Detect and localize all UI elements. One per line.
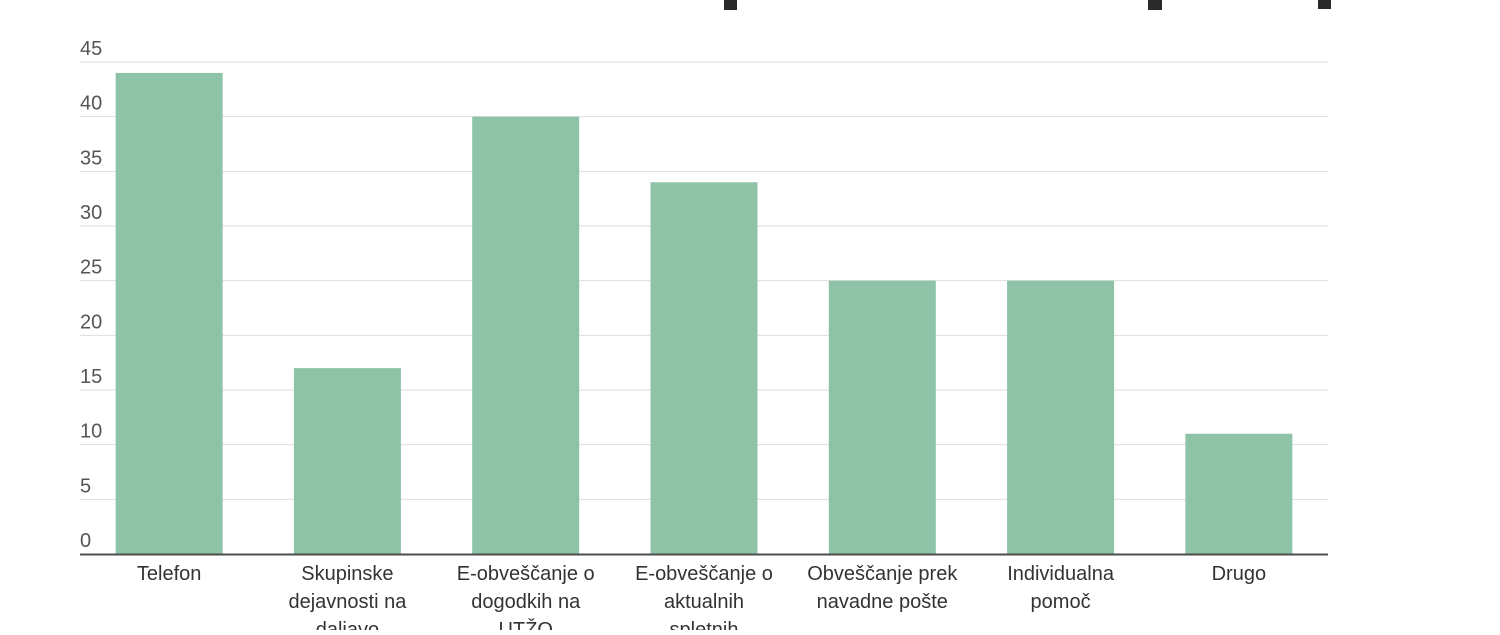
x-tick-label: navadne pošte [817, 591, 948, 613]
x-tick-label: E-obveščanje o [635, 563, 773, 585]
y-tick-label: 40 [80, 93, 102, 115]
x-tick-label: daljavo [316, 619, 379, 630]
x-tick-label: Obveščanje prek [807, 563, 958, 585]
bars [115, 72, 1293, 555]
y-tick-label: 10 [80, 421, 102, 443]
bar [1185, 433, 1293, 554]
y-tick-label: 45 [80, 38, 102, 60]
x-tick-label: spletnih [670, 619, 739, 630]
x-tick-label: E-obveščanje o [457, 563, 595, 585]
bar [472, 116, 580, 555]
y-tick-label: 0 [80, 530, 91, 552]
bar [1007, 280, 1115, 554]
y-axis-ticks: 0 5 10 15 20 25 30 35 40 45 [80, 38, 102, 552]
x-tick-label: Individualna [1007, 563, 1115, 585]
y-tick-label: 35 [80, 147, 102, 169]
x-tick-label: pomoč [1031, 591, 1091, 613]
y-tick-label: 5 [80, 475, 91, 497]
bar [115, 72, 223, 554]
y-tick-label: 20 [80, 311, 102, 333]
x-tick-label: Telefon [137, 563, 202, 585]
title-fragment [724, 0, 1331, 10]
x-tick-label: aktualnih [664, 591, 744, 613]
x-tick-label: dejavnosti na [288, 591, 407, 613]
x-tick-label: dogodkih na [471, 591, 581, 613]
x-tick-label: UTŽO [498, 618, 552, 630]
y-tick-label: 15 [80, 366, 102, 388]
y-tick-label: 30 [80, 202, 102, 224]
x-tick-label: Skupinske [301, 563, 393, 585]
bar [828, 280, 936, 554]
y-tick-label: 25 [80, 257, 102, 279]
bar [293, 368, 401, 554]
bar [650, 182, 758, 554]
x-axis-labels: Telefon Skupinske dejavnosti na daljavo E-ob… [137, 563, 1266, 635]
x-tick-label: Drugo [1212, 563, 1266, 585]
